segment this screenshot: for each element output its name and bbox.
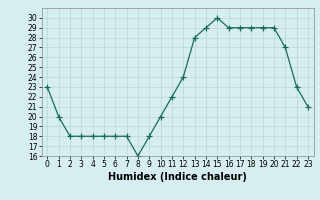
X-axis label: Humidex (Indice chaleur): Humidex (Indice chaleur) bbox=[108, 172, 247, 182]
